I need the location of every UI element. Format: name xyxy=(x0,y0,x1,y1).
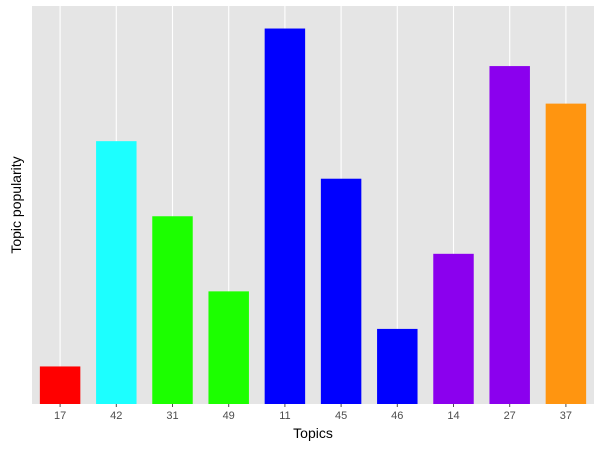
x-tick-label-31: 31 xyxy=(166,410,178,422)
x-axis-ticks: 17 42 31 49 11 45 46 14 27 37 xyxy=(54,404,572,422)
x-tick-label-11: 11 xyxy=(279,410,290,422)
bar-topic-14 xyxy=(433,253,474,404)
bar-topic-17 xyxy=(39,366,81,404)
bar-topic-27 xyxy=(489,66,530,404)
bar-topic-11 xyxy=(264,28,306,405)
x-tick-label-17: 17 xyxy=(54,410,66,422)
bar-topic-42 xyxy=(96,141,137,405)
bar-topic-31 xyxy=(152,216,193,404)
x-tick-label-42: 42 xyxy=(110,410,122,422)
x-axis-title: Topics xyxy=(293,425,333,441)
x-tick-label-45: 45 xyxy=(335,410,347,422)
bar-topic-49 xyxy=(208,291,249,404)
x-tick-label-49: 49 xyxy=(223,410,235,422)
bar-topic-37 xyxy=(545,103,587,404)
x-tick-label-37: 37 xyxy=(560,410,572,422)
x-tick-label-14: 14 xyxy=(447,410,459,422)
bar-topic-46 xyxy=(377,328,418,404)
y-axis-title: Topic popularity xyxy=(8,156,24,253)
x-tick-label-46: 46 xyxy=(391,410,403,422)
x-tick-label-27: 27 xyxy=(504,410,516,422)
bars xyxy=(39,28,587,405)
bar-topic-45 xyxy=(320,178,362,404)
